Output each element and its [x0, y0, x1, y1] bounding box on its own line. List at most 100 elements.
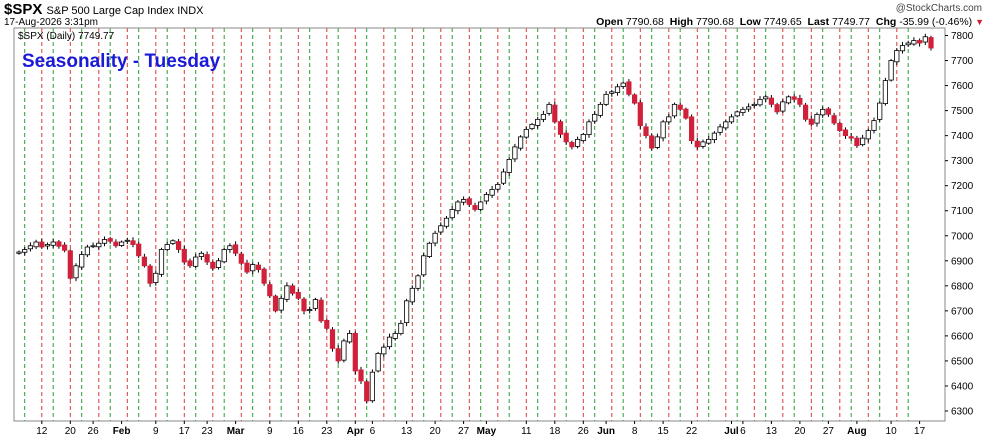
candle-up: [740, 108, 746, 114]
candle-down: [825, 108, 832, 115]
candle-up: [84, 246, 90, 256]
candle-down: [147, 265, 153, 284]
candle-up: [894, 50, 900, 63]
candle-up: [620, 82, 626, 87]
candle-up: [523, 128, 529, 138]
x-axis: 12 20 26 Feb 9 17 23 Mar 9 16 23 Apr 6 13 20 27 May 11 18 2…: [36, 421, 926, 437]
y-tick-label: 7600: [951, 81, 974, 92]
candle-up: [215, 260, 222, 268]
candle-up: [443, 217, 450, 227]
candle-up: [711, 132, 718, 141]
candle-up: [820, 108, 826, 116]
candle-down: [113, 241, 119, 247]
candle-up: [660, 121, 666, 139]
down-triangle-icon: ▼: [975, 17, 984, 27]
y-tick-label: 6300: [951, 406, 974, 417]
low-label: Low: [739, 16, 761, 28]
x-tick-label: 20: [65, 426, 77, 437]
candle-down: [261, 268, 267, 284]
candle-up: [751, 103, 757, 106]
candle-up: [27, 245, 34, 250]
plot-border: [13, 27, 946, 422]
candle-down: [797, 97, 803, 105]
candle-down: [472, 205, 478, 210]
candle-up: [90, 245, 96, 248]
candle-up: [603, 93, 609, 105]
candle-down: [181, 248, 187, 263]
candle-up: [403, 300, 410, 324]
candle-up: [392, 332, 398, 339]
x-tick-label: Mar: [227, 426, 245, 437]
candle-down: [637, 102, 643, 127]
candle-up: [500, 171, 507, 184]
candle-down: [803, 104, 809, 120]
candle-up: [250, 264, 256, 272]
candle-down: [56, 241, 62, 247]
candle-up: [483, 194, 490, 202]
candle-up: [911, 40, 917, 45]
candle-up: [73, 265, 79, 279]
y-tick-label: 6400: [951, 381, 974, 392]
candle-up: [905, 42, 911, 46]
candle-up: [586, 121, 592, 136]
x-tick-label: 16: [293, 426, 305, 437]
y-tick-label: 7000: [951, 231, 974, 242]
x-tick-label: 22: [686, 426, 698, 437]
x-tick-label: 27: [458, 426, 470, 437]
candle-up: [398, 322, 404, 335]
candle-up: [278, 297, 284, 311]
y-tick-label: 6500: [951, 356, 974, 367]
legend-entry: $SPX (Daily) 7749.77: [18, 31, 115, 42]
candle-down: [244, 262, 250, 273]
candle-up: [227, 245, 233, 250]
candle-up: [101, 239, 108, 244]
candle-up: [506, 159, 512, 173]
candle-up: [580, 133, 586, 142]
x-tick-label: 13: [401, 426, 413, 437]
timestamp: 17-Aug-2026 3:31pm: [4, 17, 98, 28]
candle-up: [119, 241, 125, 246]
candle-down: [552, 104, 558, 123]
candle-down: [694, 140, 700, 148]
candle-down: [67, 250, 73, 279]
candle-up: [307, 309, 313, 312]
candle-down: [848, 136, 854, 139]
candle-up: [535, 118, 541, 126]
ticker-symbol: $SPX: [4, 1, 43, 18]
candle-up: [478, 201, 484, 210]
y-tick-label: 6700: [951, 306, 974, 317]
candle-up: [158, 249, 165, 275]
candle-up: [860, 137, 866, 146]
candle-up: [341, 340, 347, 361]
x-tick-label: 10: [886, 426, 898, 437]
candle-down: [324, 319, 330, 329]
candle-down: [295, 291, 301, 299]
candle-up: [193, 256, 199, 267]
candle-up: [899, 45, 906, 52]
x-tick-label: 6: [740, 426, 746, 437]
y-tick-label: 6900: [951, 256, 974, 267]
candle-down: [466, 198, 472, 205]
candle-up: [460, 199, 467, 203]
candle-down: [204, 254, 210, 263]
candle-down: [791, 96, 797, 100]
candle-up: [512, 146, 518, 160]
candle-up: [575, 138, 581, 147]
x-tick-label: Apr: [347, 426, 364, 437]
candle-up: [409, 287, 415, 303]
x-tick-label: 6: [370, 426, 376, 437]
y-tick-label: 7700: [951, 56, 974, 67]
candle-up: [44, 244, 51, 247]
candle-up: [124, 239, 130, 242]
candle-up: [22, 249, 28, 253]
candle-up: [50, 241, 56, 246]
brand-label: @StockCharts.com: [895, 3, 982, 14]
candle-up: [33, 241, 39, 248]
x-tick-label: Jun: [597, 426, 615, 437]
y-tick-label: 7500: [951, 106, 974, 117]
candle-down: [335, 348, 341, 362]
candle-up: [597, 103, 604, 116]
candle-down: [267, 284, 273, 297]
candle-up: [871, 120, 877, 131]
